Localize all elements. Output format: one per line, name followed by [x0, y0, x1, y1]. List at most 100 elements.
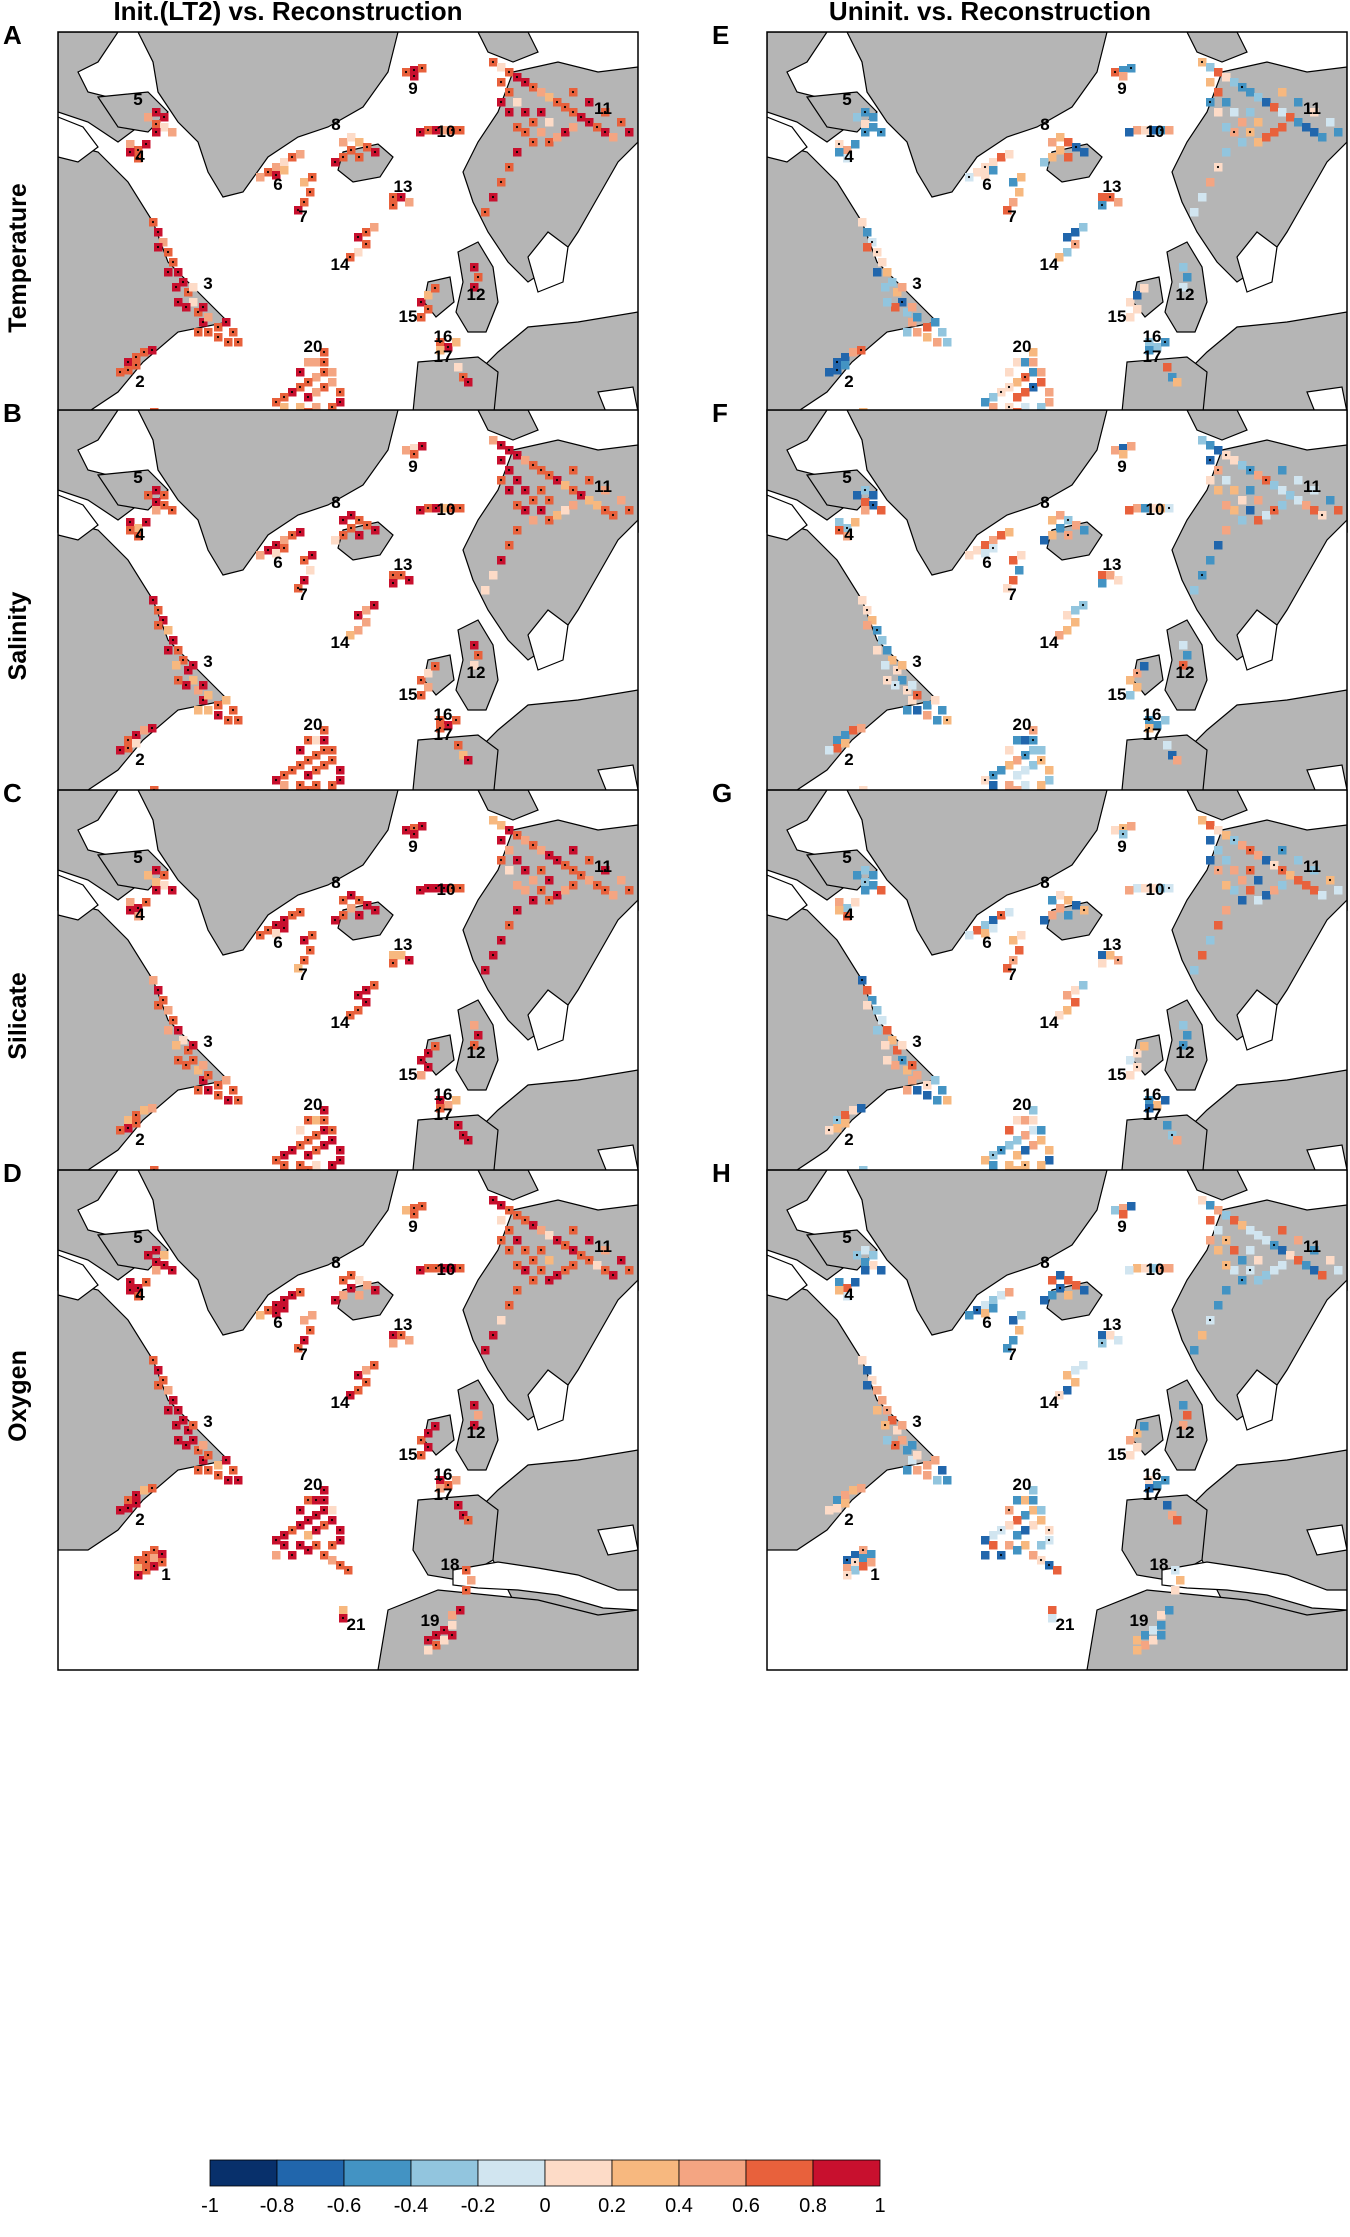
region-label-14: 14: [331, 633, 350, 652]
region-cells-11: [481, 1196, 634, 1355]
region-label-4: 4: [135, 525, 145, 544]
grid-cell: [1270, 1266, 1279, 1275]
significance-dot: [1047, 1528, 1051, 1532]
significance-dot: [308, 1328, 312, 1332]
significance-dot: [196, 1468, 200, 1472]
region-cells-13: [389, 571, 414, 588]
grid-cell: [1222, 881, 1231, 890]
grid-cell: [1140, 1042, 1149, 1051]
grid-cell: [1114, 198, 1123, 207]
significance-dot: [226, 718, 230, 722]
significance-dot: [231, 1088, 235, 1092]
significance-dot: [322, 1118, 326, 1122]
grid-cell: [861, 1258, 870, 1267]
panel-letter: A: [3, 20, 22, 50]
region-label-11: 11: [1303, 1237, 1321, 1256]
grid-cell: [1005, 746, 1014, 755]
grid-cell: [1106, 571, 1115, 580]
grid-cell: [1009, 178, 1018, 187]
grid-cell: [1029, 1126, 1038, 1135]
significance-dot: [434, 886, 438, 890]
significance-dot: [274, 1538, 278, 1542]
region-label-4: 4: [135, 147, 145, 166]
grid-cell: [1119, 1210, 1128, 1219]
grid-cell: [1133, 683, 1142, 692]
significance-dot: [338, 1528, 342, 1532]
grid-cell: [1048, 531, 1057, 540]
significance-dot: [1272, 1243, 1276, 1247]
significance-dot: [128, 528, 132, 532]
grid-cell: [1238, 461, 1247, 470]
region-label-7: 7: [298, 207, 307, 226]
grid-cell: [152, 1266, 161, 1275]
grid-cell: [849, 348, 858, 357]
grid-cell: [1133, 1443, 1142, 1452]
significance-dot: [306, 1153, 310, 1157]
grid-cell: [459, 751, 468, 760]
grid-cell: [1230, 886, 1239, 895]
significance-dot: [341, 155, 345, 159]
significance-dot: [1280, 868, 1284, 872]
significance-dot: [419, 693, 423, 697]
significance-dot: [1320, 513, 1324, 517]
significance-dot: [835, 368, 839, 372]
grid-cell: [553, 133, 562, 142]
grid-cell: [609, 891, 618, 900]
significance-dot: [322, 1128, 326, 1132]
grid-cell: [981, 171, 990, 180]
grid-cell: [903, 1466, 912, 1475]
significance-dot: [201, 698, 205, 702]
grid-cell: [1294, 1256, 1303, 1265]
grid-cell: [1037, 1541, 1046, 1550]
grid-cell: [1009, 198, 1018, 207]
panel-letter: D: [3, 1158, 22, 1188]
significance-dot: [438, 1106, 442, 1110]
grid-cell: [873, 1386, 882, 1395]
significance-dot: [1007, 385, 1011, 389]
grid-cell: [1040, 916, 1049, 925]
significance-dot: [456, 743, 460, 747]
significance-dot: [491, 1333, 495, 1337]
region-label-16: 16: [434, 1465, 453, 1484]
significance-dot: [224, 1458, 228, 1462]
significance-dot: [466, 380, 470, 384]
grid-cell: [1037, 378, 1046, 387]
significance-dot: [1159, 128, 1163, 132]
region-label-6: 6: [982, 1313, 991, 1332]
grid-cell: [1222, 98, 1231, 107]
significance-dot: [171, 638, 175, 642]
colorbar-segment: [343, 2159, 412, 2187]
region-label-1: 1: [161, 1565, 170, 1584]
grid-cell: [989, 1304, 998, 1313]
grid-cell: [883, 646, 892, 655]
significance-dot: [296, 586, 300, 590]
grid-cell: [1063, 1386, 1072, 1395]
significance-dot: [515, 1288, 519, 1292]
grid-cell: [1206, 1236, 1215, 1245]
grid-cell: [881, 661, 890, 670]
grid-cell: [1286, 113, 1295, 122]
region-cells-12: [1179, 1401, 1192, 1430]
grid-cell: [841, 739, 850, 748]
colorbar-segment: [678, 2159, 747, 2187]
significance-dot: [1116, 958, 1120, 962]
colorbar-segment: [276, 2159, 345, 2187]
significance-dot: [296, 1346, 300, 1350]
significance-dot: [563, 863, 567, 867]
grid-cell: [1214, 541, 1223, 550]
grid-cell: [1230, 1266, 1239, 1275]
grid-cell: [1126, 298, 1135, 307]
significance-dot: [446, 345, 450, 349]
region-label-16: 16: [434, 1085, 453, 1104]
significance-dot: [539, 110, 543, 114]
significance-dot: [162, 1263, 166, 1267]
region-label-6: 6: [273, 933, 282, 952]
significance-dot: [176, 1438, 180, 1442]
significance-dot: [1007, 405, 1011, 409]
grid-cell: [1168, 373, 1177, 382]
significance-dot: [154, 500, 158, 504]
significance-dot: [472, 285, 476, 289]
region-cells-8: [331, 133, 380, 167]
grid-cell: [1163, 1501, 1172, 1510]
significance-dot: [357, 533, 361, 537]
